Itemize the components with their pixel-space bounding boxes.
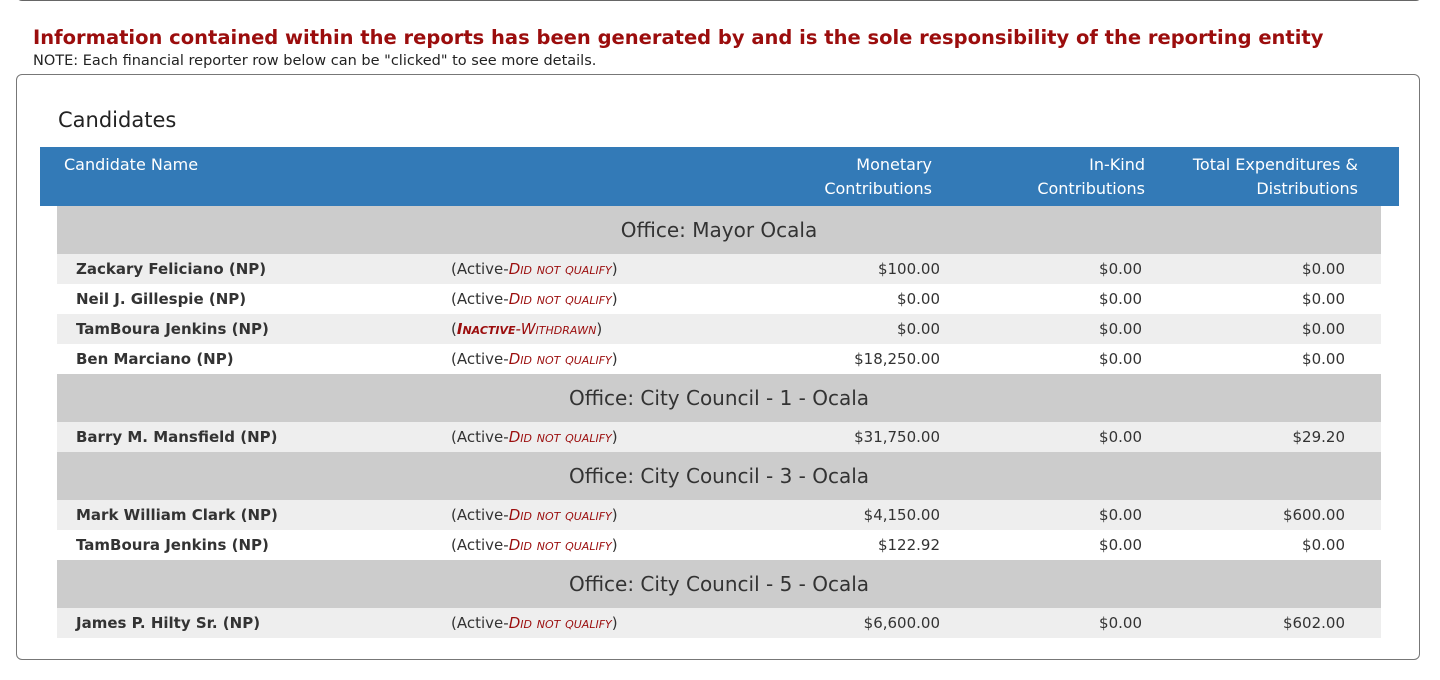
office-group-header: Office: Mayor Ocala [57,206,1381,254]
candidate-status: (Inactive-Withdrawn) [451,320,603,338]
expenditures-value: $0.00 [1302,260,1345,278]
header-inkind-contributions[interactable]: In-Kind Contributions [1037,153,1145,201]
monetary-value: $4,150.00 [863,506,940,524]
monetary-value: $6,600.00 [863,614,940,632]
candidate-name: TamBoura Jenkins (NP) [76,320,269,338]
expenditures-value: $0.00 [1302,536,1345,554]
monetary-value: $100.00 [877,260,940,278]
expenditures-value: $29.20 [1292,428,1346,446]
monetary-value: $0.00 [897,290,940,308]
office-group-header: Office: City Council - 1 - Ocala [57,374,1381,422]
note-text: NOTE: Each financial reporter row below … [33,53,597,69]
table-row[interactable]: TamBoura Jenkins (NP) (Inactive-Withdraw… [57,314,1381,344]
expenditures-value: $0.00 [1302,350,1345,368]
candidate-name: Neil J. Gillespie (NP) [76,290,247,308]
table-row[interactable]: TamBoura Jenkins (NP) (Active-Did not qu… [57,530,1381,560]
header-monetary-line1: Monetary [856,155,932,174]
candidates-panel: Candidates Candidate Name Monetary Contr… [16,74,1420,660]
monetary-value: $18,250.00 [854,350,940,368]
top-panel-edge [16,0,1422,1]
header-inkind-line1: In-Kind [1089,155,1145,174]
candidate-status: (Active-Did not qualify) [451,350,618,368]
section-title: Candidates [58,108,177,132]
table-header: Candidate Name Monetary Contributions In… [40,147,1399,206]
table-body: Office: Mayor Ocala Zackary Feliciano (N… [57,206,1381,638]
candidate-name: Ben Marciano (NP) [76,350,234,368]
office-group-header: Office: City Council - 5 - Ocala [57,560,1381,608]
header-candidate-name[interactable]: Candidate Name [64,155,199,174]
expenditures-value: $602.00 [1282,614,1345,632]
office-group-header: Office: City Council - 3 - Ocala [57,452,1381,500]
candidate-status: (Active-Did not qualify) [451,614,618,632]
candidate-name: Mark William Clark (NP) [76,506,278,524]
candidate-status: (Active-Did not qualify) [451,260,618,278]
header-monetary-line2: Contributions [824,179,932,198]
inkind-value: $0.00 [1099,260,1142,278]
candidate-status: (Active-Did not qualify) [451,506,618,524]
expenditures-value: $600.00 [1282,506,1345,524]
table-row[interactable]: Mark William Clark (NP) (Active-Did not … [57,500,1381,530]
header-expenditures-line2: Distributions [1256,179,1358,198]
candidate-name: Zackary Feliciano (NP) [76,260,267,278]
expenditures-value: $0.00 [1302,320,1345,338]
inkind-value: $0.00 [1099,614,1142,632]
candidate-name: James P. Hilty Sr. (NP) [76,614,261,632]
table-row[interactable]: Neil J. Gillespie (NP) (Active-Did not q… [57,284,1381,314]
inkind-value: $0.00 [1099,506,1142,524]
table-row[interactable]: Barry M. Mansfield (NP) (Active-Did not … [57,422,1381,452]
candidate-status: (Active-Did not qualify) [451,536,618,554]
table-row[interactable]: Zackary Feliciano (NP) (Active-Did not q… [57,254,1381,284]
table-row[interactable]: Ben Marciano (NP) (Active-Did not qualif… [57,344,1381,374]
expenditures-value: $0.00 [1302,290,1345,308]
candidate-status: (Active-Did not qualify) [451,428,618,446]
inkind-value: $0.00 [1099,536,1142,554]
inkind-value: $0.00 [1099,320,1142,338]
disclaimer-text: Information contained within the reports… [33,26,1324,49]
monetary-value: $122.92 [877,536,940,554]
monetary-value: $31,750.00 [854,428,940,446]
monetary-value: $0.00 [897,320,940,338]
candidate-status: (Active-Did not qualify) [451,290,618,308]
header-expenditures-line1: Total Expenditures & [1192,155,1358,174]
header-monetary-contributions[interactable]: Monetary Contributions [824,153,932,201]
candidate-name: TamBoura Jenkins (NP) [76,536,269,554]
header-total-expenditures[interactable]: Total Expenditures & Distributions [1193,153,1358,201]
inkind-value: $0.00 [1099,290,1142,308]
candidate-name: Barry M. Mansfield (NP) [76,428,278,446]
inkind-value: $0.00 [1099,428,1142,446]
table-row[interactable]: James P. Hilty Sr. (NP) (Active-Did not … [57,608,1381,638]
inkind-value: $0.00 [1099,350,1142,368]
header-inkind-line2: Contributions [1037,179,1145,198]
